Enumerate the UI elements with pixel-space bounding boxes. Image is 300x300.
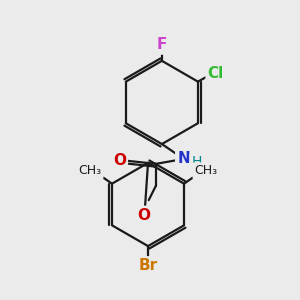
Text: O: O [113, 153, 126, 168]
Text: O: O [138, 208, 151, 223]
Text: H: H [191, 155, 202, 169]
Text: CH₃: CH₃ [79, 164, 102, 177]
Text: N: N [177, 152, 190, 166]
Text: Cl: Cl [208, 66, 224, 81]
Text: Br: Br [139, 258, 158, 273]
Text: F: F [157, 38, 167, 52]
Text: CH₃: CH₃ [194, 164, 218, 177]
